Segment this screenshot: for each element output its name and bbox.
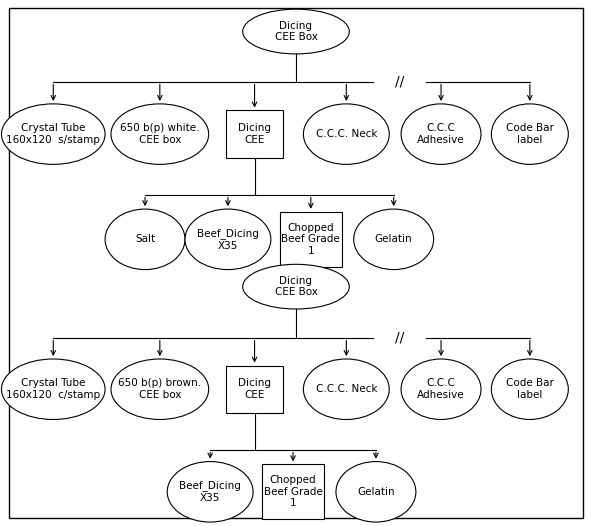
- Text: 650 b(p) white.
CEE box: 650 b(p) white. CEE box: [120, 123, 200, 145]
- Ellipse shape: [2, 104, 105, 164]
- Text: C.C.C
Adhesive: C.C.C Adhesive: [417, 378, 465, 400]
- Ellipse shape: [2, 359, 105, 420]
- Ellipse shape: [401, 104, 481, 164]
- Ellipse shape: [111, 104, 209, 164]
- Text: Code Bar
label: Code Bar label: [506, 378, 554, 400]
- Text: Chopped
Beef Grade
1: Chopped Beef Grade 1: [281, 222, 340, 256]
- Ellipse shape: [168, 462, 253, 522]
- Text: Code Bar
label: Code Bar label: [506, 123, 554, 145]
- Text: Dicing
CEE: Dicing CEE: [238, 123, 271, 145]
- FancyBboxPatch shape: [9, 8, 583, 518]
- Text: Dicing
CEE Box: Dicing CEE Box: [275, 21, 317, 43]
- Ellipse shape: [491, 104, 568, 164]
- Text: Crystal Tube
160x120  s/stamp: Crystal Tube 160x120 s/stamp: [7, 123, 100, 145]
- Text: C.C.C. Neck: C.C.C. Neck: [316, 384, 377, 394]
- Text: Beef_Dicing
X35: Beef_Dicing X35: [179, 481, 241, 503]
- Bar: [262, 464, 324, 520]
- Ellipse shape: [303, 104, 390, 164]
- Text: Crystal Tube
160x120  c/stamp: Crystal Tube 160x120 c/stamp: [7, 378, 100, 400]
- Text: Chopped
Beef Grade
1: Chopped Beef Grade 1: [263, 475, 323, 509]
- Text: Dicing
CEE Box: Dicing CEE Box: [275, 276, 317, 298]
- Ellipse shape: [185, 209, 271, 270]
- Text: 650 b(p) brown.
CEE box: 650 b(p) brown. CEE box: [118, 378, 201, 400]
- Text: Dicing
CEE: Dicing CEE: [238, 378, 271, 400]
- Text: Beef_Dicing
X35: Beef_Dicing X35: [197, 228, 259, 250]
- Text: C.C.C
Adhesive: C.C.C Adhesive: [417, 123, 465, 145]
- Text: Gelatin: Gelatin: [357, 487, 395, 497]
- Ellipse shape: [401, 359, 481, 420]
- Ellipse shape: [243, 9, 349, 54]
- Bar: [226, 110, 283, 158]
- Text: C.C.C. Neck: C.C.C. Neck: [316, 129, 377, 139]
- Ellipse shape: [243, 264, 349, 309]
- Text: Salt: Salt: [135, 234, 155, 245]
- Bar: [226, 366, 283, 413]
- Text: //: //: [395, 75, 404, 88]
- Ellipse shape: [105, 209, 185, 270]
- Ellipse shape: [354, 209, 433, 270]
- Ellipse shape: [303, 359, 390, 420]
- Ellipse shape: [111, 359, 209, 420]
- Bar: [280, 212, 342, 267]
- Ellipse shape: [336, 462, 416, 522]
- Text: Gelatin: Gelatin: [375, 234, 413, 245]
- Ellipse shape: [491, 359, 568, 420]
- Text: //: //: [395, 331, 404, 345]
